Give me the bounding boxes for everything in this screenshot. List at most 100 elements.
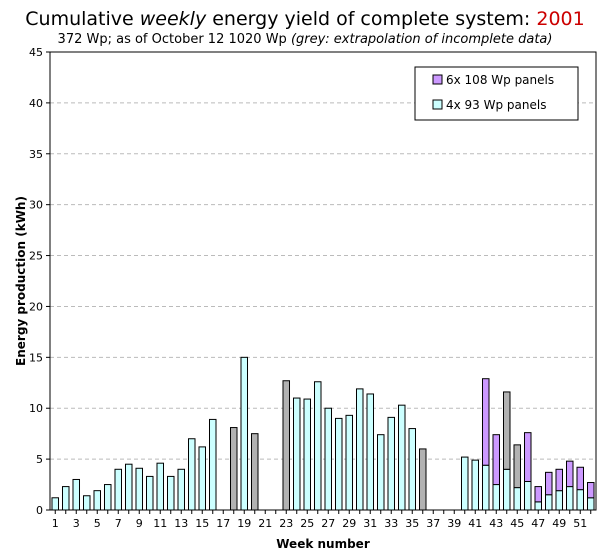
bar-extrapolated-week-36 bbox=[418, 448, 427, 511]
bar-93wp-week-45 bbox=[513, 487, 522, 511]
x-tick-label: 33 bbox=[384, 517, 398, 530]
bar-108wp-week-51 bbox=[576, 466, 585, 491]
y-axis-ticks: 0 5 10 15 20 25 30 35 40 45 bbox=[29, 46, 50, 517]
x-tick-label: 17 bbox=[216, 517, 230, 530]
x-tick-label: 5 bbox=[94, 517, 101, 530]
y-tick-label: 5 bbox=[36, 453, 43, 466]
x-tick-label: 9 bbox=[136, 517, 143, 530]
bar-extrapolated-week-18 bbox=[229, 427, 238, 511]
legend: 6x 108 Wp panels 4x 93 Wp panels bbox=[414, 66, 579, 121]
bar-93wp-week-32 bbox=[376, 434, 385, 511]
y-tick-label: 30 bbox=[29, 199, 43, 212]
bar-93wp-week-24 bbox=[292, 397, 301, 511]
x-tick-label: 37 bbox=[426, 517, 440, 530]
legend-swatch-93wp bbox=[432, 99, 443, 110]
y-tick-label: 15 bbox=[29, 351, 43, 364]
y-tick-label: 45 bbox=[29, 46, 43, 59]
bar-93wp-week-11 bbox=[156, 462, 165, 511]
x-tick-label: 13 bbox=[174, 517, 188, 530]
bar-108wp-week-42 bbox=[481, 378, 490, 466]
bar-93wp-week-27 bbox=[324, 407, 333, 511]
x-tick-label: 51 bbox=[573, 517, 587, 530]
y-tick-label: 0 bbox=[36, 504, 43, 517]
bar-93wp-week-15 bbox=[198, 446, 207, 511]
bar-93wp-week-49 bbox=[555, 490, 564, 511]
legend-label-108wp: 6x 108 Wp panels bbox=[446, 73, 554, 87]
title-emphasis: weekly bbox=[139, 8, 207, 30]
y-tick-label: 10 bbox=[29, 402, 43, 415]
x-tick-label: 7 bbox=[115, 517, 122, 530]
x-tick-label: 47 bbox=[531, 517, 545, 530]
bar-extrapolated-week-20 bbox=[250, 433, 259, 511]
bar-93wp-week-13 bbox=[177, 468, 186, 511]
title-year: 2001 bbox=[536, 8, 585, 30]
gridlines bbox=[50, 102, 596, 460]
bar-extrapolated-week-23 bbox=[282, 380, 291, 511]
x-tick-label: 45 bbox=[510, 517, 524, 530]
chart-title: Cumulative weekly energy yield of comple… bbox=[0, 8, 610, 30]
legend-label-93wp: 4x 93 Wp panels bbox=[446, 98, 546, 112]
bar-93wp-week-28 bbox=[334, 417, 343, 511]
plot-area-frame bbox=[49, 51, 597, 511]
bar-93wp-week-16 bbox=[208, 418, 217, 511]
bar-93wp-week-50 bbox=[565, 486, 574, 511]
bar-93wp-week-5 bbox=[93, 490, 102, 511]
x-tick-label: 11 bbox=[153, 517, 167, 530]
bar-108wp-week-48 bbox=[544, 471, 553, 496]
y-tick-label: 40 bbox=[29, 97, 43, 110]
bar-93wp-week-26 bbox=[313, 381, 322, 511]
x-tick-label: 31 bbox=[363, 517, 377, 530]
bar-93wp-week-46 bbox=[523, 481, 532, 511]
x-tick-label: 21 bbox=[258, 517, 272, 530]
bar-93wp-week-35 bbox=[408, 428, 417, 511]
bar-108wp-week-50 bbox=[565, 460, 574, 488]
bar-93wp-week-31 bbox=[366, 393, 375, 511]
subtitle-main: 372 Wp; as of October 12 1020 Wp bbox=[57, 32, 291, 47]
bar-93wp-week-43 bbox=[492, 484, 501, 511]
bar-93wp-week-42 bbox=[481, 464, 490, 511]
x-tick-label: 43 bbox=[489, 517, 503, 530]
bar-93wp-week-25 bbox=[303, 398, 312, 511]
x-tick-label: 25 bbox=[300, 517, 314, 530]
bar-93wp-week-29 bbox=[345, 414, 354, 511]
bar-93wp-week-34 bbox=[397, 404, 406, 511]
y-tick-label: 20 bbox=[29, 300, 43, 313]
x-tick-label: 1 bbox=[52, 517, 59, 530]
legend-swatch-108wp bbox=[432, 74, 443, 85]
bar-93wp-week-47 bbox=[534, 501, 543, 511]
chart-subtitle: 372 Wp; as of October 12 1020 Wp (grey: … bbox=[0, 32, 610, 47]
bar-93wp-week-8 bbox=[124, 463, 133, 511]
bar-93wp-week-4 bbox=[82, 495, 91, 511]
x-tick-label: 27 bbox=[321, 517, 335, 530]
bar-93wp-week-10 bbox=[145, 475, 154, 511]
bar-108wp-week-52 bbox=[586, 482, 595, 499]
bar-93wp-week-2 bbox=[61, 486, 70, 511]
bar-108wp-week-49 bbox=[555, 468, 564, 492]
x-tick-label: 23 bbox=[279, 517, 293, 530]
x-tick-label: 29 bbox=[342, 517, 356, 530]
title-suffix: energy yield of complete system: bbox=[206, 8, 537, 30]
bar-extrapolated-week-45 bbox=[513, 444, 522, 489]
bar-extrapolated-week-44 bbox=[502, 391, 511, 470]
bar-93wp-week-14 bbox=[187, 438, 196, 511]
y-tick-label: 25 bbox=[29, 250, 43, 263]
bar-108wp-week-46 bbox=[523, 432, 532, 483]
bar-93wp-week-48 bbox=[544, 494, 553, 511]
bar-93wp-week-1 bbox=[51, 497, 60, 511]
bar-93wp-week-52 bbox=[586, 497, 595, 511]
x-tick-label: 39 bbox=[447, 517, 461, 530]
y-axis-label: Energy production (kWh) bbox=[14, 196, 28, 366]
bar-93wp-week-40 bbox=[460, 456, 469, 511]
x-tick-label: 3 bbox=[73, 517, 80, 530]
x-tick-label: 35 bbox=[405, 517, 419, 530]
bar-93wp-week-30 bbox=[355, 388, 364, 511]
bar-93wp-week-41 bbox=[471, 459, 480, 511]
x-tick-label: 19 bbox=[237, 517, 251, 530]
bar-93wp-week-3 bbox=[72, 478, 81, 511]
bar-93wp-week-19 bbox=[240, 356, 249, 511]
x-axis-label: Week number bbox=[276, 537, 370, 551]
title-prefix: Cumulative bbox=[25, 8, 140, 30]
x-tick-label: 15 bbox=[195, 517, 209, 530]
